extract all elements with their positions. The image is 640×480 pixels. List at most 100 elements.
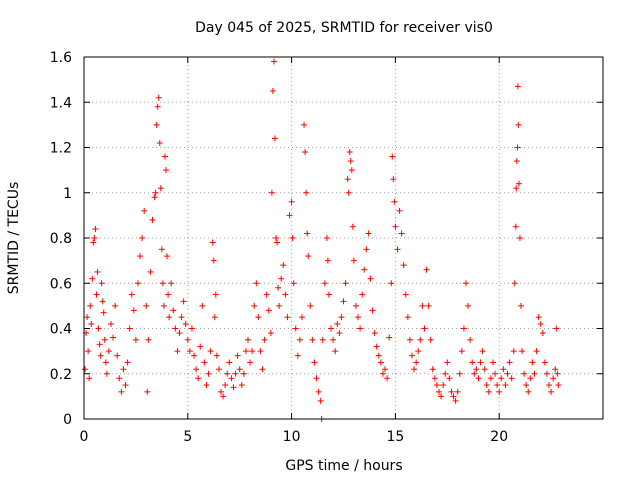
data-point <box>86 375 93 382</box>
data-point <box>433 382 440 389</box>
data-point <box>389 153 396 160</box>
data-point <box>114 352 121 359</box>
data-point <box>284 314 291 321</box>
data-point <box>261 336 268 343</box>
data-point <box>492 370 499 377</box>
data-point <box>164 253 171 260</box>
data-point <box>180 298 187 305</box>
data-point <box>268 189 275 196</box>
data-point <box>409 352 416 359</box>
data-point <box>479 348 486 355</box>
data-point <box>247 359 254 366</box>
data-point <box>296 336 303 343</box>
data-point <box>502 382 509 389</box>
data-point <box>514 144 521 151</box>
data-point <box>485 388 492 395</box>
data-point <box>186 348 193 355</box>
data-point <box>513 185 520 192</box>
data-point <box>91 235 98 241</box>
data-point <box>116 375 123 382</box>
data-point <box>460 325 467 332</box>
data-point <box>319 336 326 343</box>
data-point <box>100 309 107 316</box>
data-point <box>469 359 476 366</box>
data-point <box>193 366 200 373</box>
data-point <box>153 121 160 128</box>
data-point <box>199 302 206 309</box>
data-point <box>427 336 434 343</box>
data-point <box>404 314 411 321</box>
data-point <box>392 223 399 230</box>
data-point <box>191 352 198 359</box>
data-point <box>431 375 438 382</box>
data-point <box>282 291 289 298</box>
data-point <box>98 280 105 287</box>
data-point <box>286 212 293 219</box>
data-point <box>178 314 185 321</box>
data-point <box>144 388 151 395</box>
data-point <box>340 298 347 305</box>
data-point <box>435 388 442 395</box>
data-point <box>402 291 409 298</box>
data-point <box>514 83 521 90</box>
data-point <box>218 388 225 395</box>
data-point <box>147 268 154 275</box>
data-point <box>429 366 436 373</box>
data-point <box>269 87 276 94</box>
data-point <box>511 280 518 287</box>
data-point <box>413 359 420 366</box>
data-point <box>93 291 100 298</box>
data-point <box>205 370 212 377</box>
data-point <box>382 366 389 373</box>
data-point <box>554 370 561 377</box>
data-point <box>515 121 522 128</box>
data-point <box>386 334 393 341</box>
data-point <box>307 302 314 309</box>
data-point <box>253 280 260 287</box>
data-point <box>132 336 139 343</box>
data-point <box>444 359 451 366</box>
data-point <box>423 266 430 273</box>
data-point <box>103 370 110 377</box>
data-point <box>355 314 362 321</box>
data-point <box>158 246 165 253</box>
data-point <box>215 366 222 373</box>
data-point <box>347 158 354 165</box>
data-point <box>220 393 227 400</box>
data-point <box>301 121 308 128</box>
data-point <box>97 352 104 359</box>
data-point <box>182 320 189 327</box>
data-point <box>240 370 247 377</box>
data-point <box>442 370 449 377</box>
data-point <box>452 397 459 404</box>
data-point <box>168 280 175 287</box>
data-point <box>232 370 239 377</box>
data-point <box>245 336 252 343</box>
data-point <box>391 198 398 205</box>
data-point <box>255 314 262 321</box>
y-axis-label: SRMTID / TECUs <box>6 182 22 295</box>
x-tick-label: 5 <box>183 429 192 445</box>
data-point <box>294 352 301 359</box>
data-point <box>120 366 127 373</box>
x-axis-label: GPS time / hours <box>285 458 402 474</box>
data-point <box>481 366 488 373</box>
data-point <box>94 268 101 275</box>
data-point <box>278 275 285 282</box>
data-point <box>102 359 109 366</box>
data-point <box>303 189 310 196</box>
data-point <box>99 298 106 305</box>
data-point <box>317 397 324 404</box>
data-point <box>126 325 133 332</box>
data-point <box>519 348 526 355</box>
data-point <box>419 302 426 309</box>
data-point <box>139 235 146 241</box>
data-point <box>238 382 245 389</box>
data-point <box>298 314 305 321</box>
data-point <box>527 375 534 382</box>
data-point <box>118 388 125 395</box>
data-point <box>280 262 287 269</box>
data-point <box>195 375 202 382</box>
data-point <box>425 302 432 309</box>
